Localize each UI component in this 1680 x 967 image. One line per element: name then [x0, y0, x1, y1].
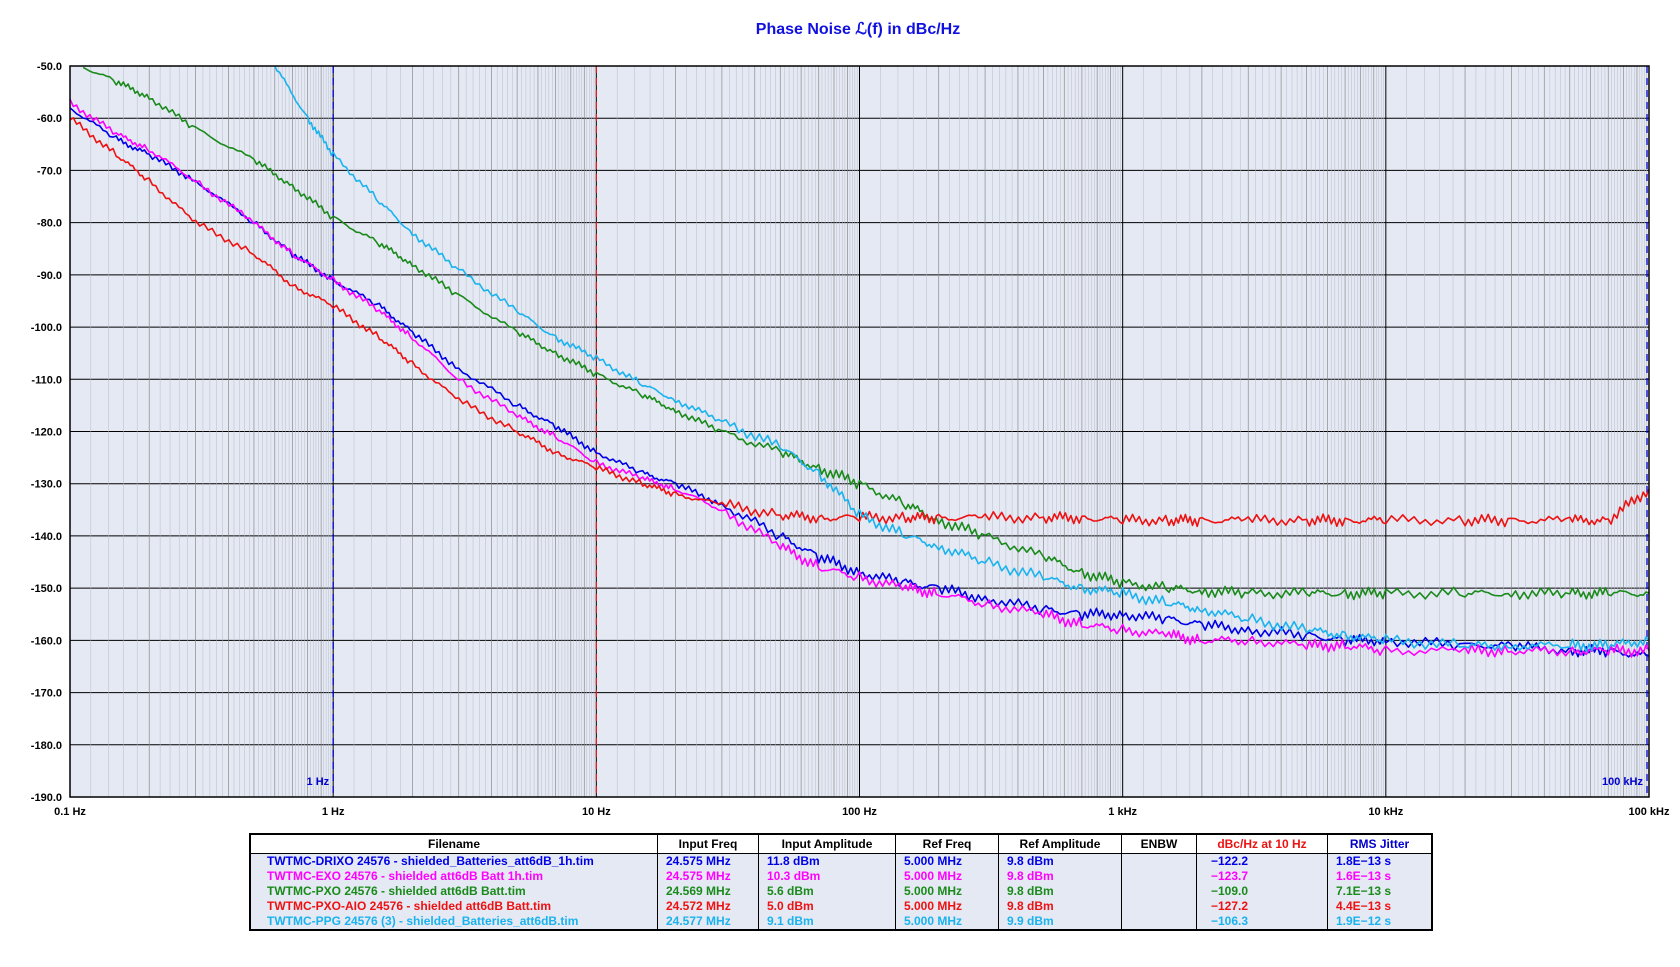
cell-ref-freq: 5.000 MHz — [895, 914, 999, 930]
cell-dbc-at-10hz: −127.2 — [1196, 899, 1328, 914]
cell-dbc-at-10hz: −123.7 — [1196, 869, 1328, 884]
table-row: TWTMC-PPG 24576 (3) - shielded_Batteries… — [249, 914, 1433, 930]
y-tick-label: -150.0 — [31, 583, 62, 595]
y-tick-label: -160.0 — [31, 635, 62, 647]
cell-ref-freq: 5.000 MHz — [895, 853, 999, 869]
y-tick-label: -100.0 — [31, 322, 62, 334]
cell-ref-amplitude: 9.8 dBm — [998, 869, 1122, 884]
plot-border — [69, 65, 1650, 798]
cell-rms-jitter: 4.4E−13 s — [1327, 899, 1433, 914]
y-tick-label: -190.0 — [31, 792, 62, 804]
cell-input-freq: 24.577 MHz — [657, 914, 759, 930]
x-tick-label: 100 kHz — [1629, 806, 1670, 818]
series-line-4 — [274, 65, 1650, 653]
cell-ref-freq: 5.000 MHz — [895, 884, 999, 899]
marker-label: 1 Hz — [307, 776, 330, 788]
x-tick-label: 0.1 Hz — [54, 806, 86, 818]
cell-filename: TWTMC-PXO 24576 - shielded att6dB Batt.t… — [249, 884, 658, 899]
y-tick-label: -120.0 — [31, 427, 62, 439]
cell-ref-amplitude: 9.8 dBm — [998, 899, 1122, 914]
header-dbc-at-10hz: dBc/Hz at 10 Hz — [1196, 833, 1328, 854]
header-input-freq: Input Freq — [657, 833, 759, 854]
cell-ref-amplitude: 9.8 dBm — [998, 884, 1122, 899]
cell-dbc-at-10hz: −109.0 — [1196, 884, 1328, 899]
y-tick-label: -90.0 — [37, 270, 62, 282]
y-tick-label: -180.0 — [31, 740, 62, 752]
cell-input-amplitude: 10.3 dBm — [758, 869, 896, 884]
frequency-markers: 1 Hz 100 kHz — [307, 66, 1648, 797]
cell-input-freq: 24.575 MHz — [657, 853, 759, 869]
x-tick-label: 10 Hz — [582, 806, 611, 818]
cell-ref-freq: 5.000 MHz — [895, 899, 999, 914]
cell-rms-jitter: 1.9E−12 s — [1327, 914, 1433, 930]
header-ref-amplitude: Ref Amplitude — [998, 833, 1122, 854]
cell-enbw — [1121, 914, 1197, 930]
grid-lines — [69, 65, 1649, 798]
cell-dbc-at-10hz: −106.3 — [1196, 914, 1328, 930]
series-lines — [69, 65, 1650, 658]
cell-enbw — [1121, 869, 1197, 884]
header-filename: Filename — [249, 833, 658, 854]
cell-ref-amplitude: 9.8 dBm — [998, 853, 1122, 869]
cell-enbw — [1121, 884, 1197, 899]
cell-ref-freq: 5.000 MHz — [895, 869, 999, 884]
header-enbw: ENBW — [1121, 833, 1197, 854]
y-tick-label: -60.0 — [37, 113, 62, 125]
table-row: TWTMC-PXO-AIO 24576 - shielded att6dB Ba… — [249, 899, 1433, 914]
marker-label: 100 kHz — [1602, 776, 1643, 788]
cell-rms-jitter: 1.6E−13 s — [1327, 869, 1433, 884]
cell-input-freq: 24.569 MHz — [657, 884, 759, 899]
y-tick-label: -130.0 — [31, 479, 62, 491]
table-row: TWTMC-EXO 24576 - shielded att6dB Batt 1… — [249, 869, 1433, 884]
cell-rms-jitter: 1.8E−13 s — [1327, 853, 1433, 869]
y-tick-label: -140.0 — [31, 531, 62, 543]
cell-input-amplitude: 11.8 dBm — [758, 853, 896, 869]
cell-filename: TWTMC-DRIXO 24576 - shielded_Batteries_a… — [249, 853, 658, 869]
y-tick-label: -70.0 — [37, 165, 62, 177]
x-tick-label: 1 Hz — [322, 806, 345, 818]
cell-filename: TWTMC-PXO-AIO 24576 - shielded att6dB Ba… — [249, 899, 658, 914]
table-header-row: Filename Input Freq Input Amplitude Ref … — [249, 833, 1433, 854]
cell-filename: TWTMC-EXO 24576 - shielded att6dB Batt 1… — [249, 869, 658, 884]
x-tick-label: 100 Hz — [842, 806, 877, 818]
axis-tick-labels: -50.0 -60.0 -70.0 -80.0 -90.0 -100.0 -110.0 -12… — [31, 61, 1670, 818]
cell-enbw — [1121, 899, 1197, 914]
cell-input-amplitude: 5.0 dBm — [758, 899, 896, 914]
cell-rms-jitter: 7.1E−13 s — [1327, 884, 1433, 899]
x-tick-label: 10 kHz — [1368, 806, 1403, 818]
cell-input-freq: 24.575 MHz — [657, 869, 759, 884]
cell-dbc-at-10hz: −122.2 — [1196, 853, 1328, 869]
series-line-1 — [69, 98, 1650, 658]
measurement-table: Filename Input Freq Input Amplitude Ref … — [249, 833, 1433, 931]
series-line-2 — [82, 66, 1650, 601]
header-rms-jitter: RMS Jitter — [1327, 833, 1433, 854]
phase-noise-chart: Phase Noise ℒ(f) in dBc/Hz 1 Hz 100 kHz -… — [31, 21, 1670, 818]
table-row: TWTMC-DRIXO 24576 - shielded_Batteries_a… — [249, 853, 1433, 869]
cell-enbw — [1121, 853, 1197, 869]
cell-ref-amplitude: 9.9 dBm — [998, 914, 1122, 930]
chart-title: Phase Noise ℒ(f) in dBc/Hz — [756, 21, 960, 38]
cell-input-freq: 24.572 MHz — [657, 899, 759, 914]
series-line-3 — [69, 117, 1650, 528]
header-input-amplitude: Input Amplitude — [758, 833, 896, 854]
cell-filename: TWTMC-PPG 24576 (3) - shielded_Batteries… — [249, 914, 658, 930]
x-tick-label: 1 kHz — [1108, 806, 1137, 818]
cell-input-amplitude: 9.1 dBm — [758, 914, 896, 930]
y-tick-label: -80.0 — [37, 218, 62, 230]
header-ref-freq: Ref Freq — [895, 833, 999, 854]
y-tick-label: -110.0 — [31, 374, 62, 386]
y-tick-label: -50.0 — [37, 61, 62, 73]
y-tick-label: -170.0 — [31, 688, 62, 700]
table-row: TWTMC-PXO 24576 - shielded att6dB Batt.t… — [249, 884, 1433, 899]
cell-input-amplitude: 5.6 dBm — [758, 884, 896, 899]
